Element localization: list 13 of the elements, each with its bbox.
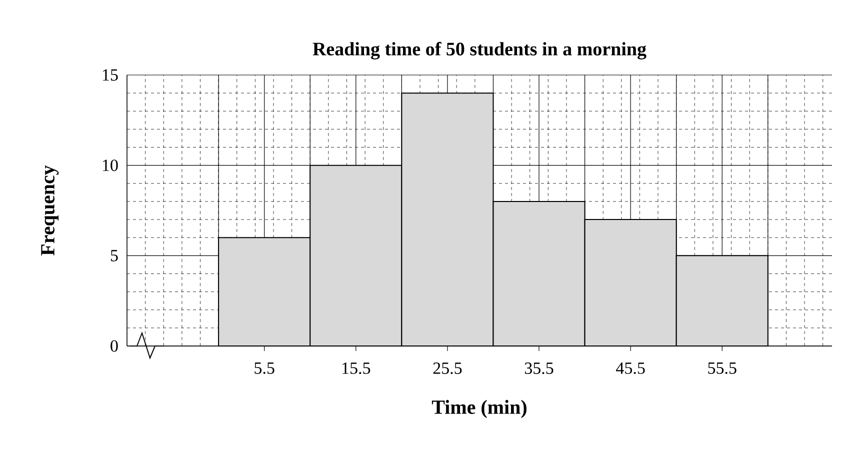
chart-title: Reading time of 50 students in a morning	[312, 42, 646, 60]
x-tick-label: 25.5	[433, 362, 462, 374]
x-tick-label: 35.5	[524, 362, 554, 374]
y-tick-label: 5	[110, 250, 118, 262]
y-tick-label: 10	[102, 160, 118, 172]
y-tick-label: 0	[110, 340, 118, 352]
x-tick-label: 55.5	[708, 362, 736, 374]
x-tick-label: 5.5	[254, 362, 274, 374]
x-axis-title: Time (min)	[432, 400, 526, 418]
x-tick-label: 45.5	[616, 362, 645, 374]
y-tick-label: 15	[102, 69, 118, 81]
y-axis-title: Frequency	[41, 165, 59, 256]
x-tick-label: 15.5	[342, 362, 370, 374]
